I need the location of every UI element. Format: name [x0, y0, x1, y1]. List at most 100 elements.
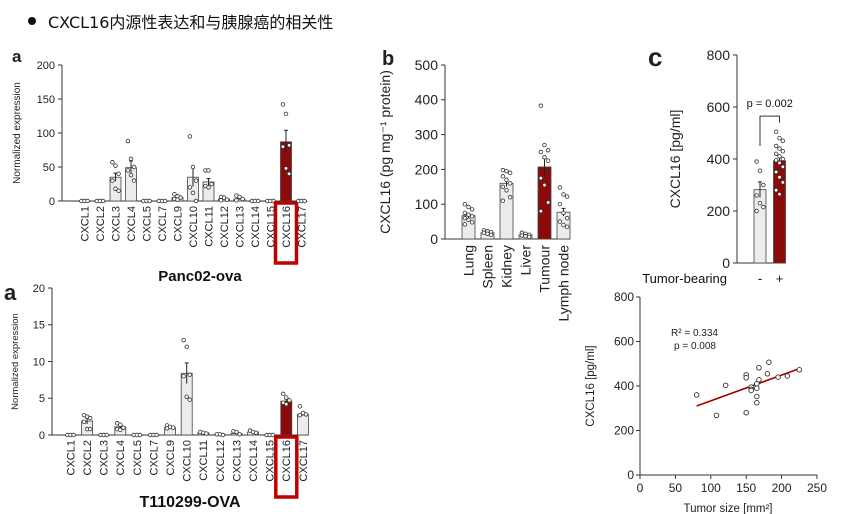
- a1-data-point: [283, 111, 289, 117]
- b-data-point: [488, 232, 494, 238]
- a2-data-point: [181, 374, 186, 379]
- b-data-point: [557, 201, 563, 207]
- b-y-tick-label: 400: [415, 92, 439, 108]
- c-data-point: [761, 204, 766, 210]
- a2-x-tick-label: CXCL13: [231, 440, 243, 482]
- b-data-point: [538, 208, 544, 214]
- a1-data-point: [175, 197, 180, 202]
- b-data-point: [462, 215, 468, 221]
- a2-y-tick-label: 0: [39, 430, 45, 442]
- a1-x-tick-label: CXCL7: [157, 206, 169, 241]
- scatter-point: [766, 359, 772, 365]
- c-data-point: [777, 191, 782, 197]
- c-significance-bracket: [759, 115, 780, 146]
- b-data-point: [462, 222, 468, 227]
- a2-x-tick-label: CXCL17: [298, 440, 310, 482]
- b-y-tick-label: 200: [415, 161, 439, 177]
- scatter-x-tick-label: 50: [669, 481, 683, 495]
- c-y-tick-label: 800: [707, 47, 731, 63]
- a2-data-point: [164, 426, 170, 431]
- c-data-point: [777, 146, 782, 151]
- a2-x-tick-label: CXCL14: [248, 440, 260, 482]
- a1-x-tick-label: CXCL11: [203, 206, 215, 247]
- a1-data-point: [128, 172, 134, 178]
- scatter-x-axis-label: Tumor size [mm²]: [683, 503, 772, 514]
- scatter-x-tick-label: 250: [807, 481, 827, 495]
- c-data-point: [761, 182, 766, 188]
- a1-data-point: [237, 194, 242, 200]
- a2-data-point: [71, 432, 76, 438]
- b-data-point: [507, 181, 513, 186]
- a2-data-point: [297, 404, 303, 409]
- b-data-point: [523, 234, 528, 239]
- a2-data-point: [284, 395, 289, 400]
- a1-data-point: [224, 197, 230, 202]
- a2-data-point: [281, 391, 286, 397]
- c-data-point: [773, 169, 779, 175]
- a2-x-tick-label: CXCL4: [115, 440, 127, 475]
- c-y-axis-label: CXCL16 [pg/ml]: [667, 110, 683, 209]
- a2-data-point: [220, 432, 226, 438]
- a1-data-point: [286, 171, 292, 176]
- a2-data-point: [121, 425, 126, 430]
- c-data-point: [773, 158, 779, 163]
- scatter-point: [756, 377, 762, 383]
- c-data-point: [773, 151, 779, 156]
- b-data-point: [542, 155, 547, 160]
- c-data-point: [773, 129, 779, 134]
- a2-panel-letter: a: [4, 280, 17, 305]
- a1-data-point: [193, 198, 199, 204]
- a1-x-tick-label: CXCL2: [95, 206, 107, 241]
- b-data-point: [500, 198, 506, 203]
- scatter-x-tick-label: 150: [736, 481, 756, 495]
- a2-data-point: [284, 401, 289, 407]
- a2-data-point: [187, 372, 192, 377]
- a1-x-tick-label: CXCL13: [234, 206, 246, 248]
- c-y-tick-label: 600: [707, 99, 731, 115]
- a1-data-point: [280, 102, 286, 107]
- a1-data-point: [85, 198, 90, 204]
- a1-data-point: [113, 186, 118, 191]
- scatter-x-tick-label: 100: [701, 481, 721, 495]
- a1-data-point: [110, 160, 115, 165]
- scatter-y-tick-label: 400: [614, 379, 634, 393]
- a1-data-point: [116, 188, 121, 193]
- b-data-point: [542, 142, 547, 148]
- b-data-point: [469, 214, 475, 219]
- scatter-point: [754, 385, 760, 391]
- a1-x-tick-label: CXCL3: [110, 206, 122, 241]
- c-y-tick-label: 0: [722, 255, 730, 271]
- b-data-point: [504, 168, 509, 174]
- a2-x-tick-label: CXCL11: [198, 440, 210, 481]
- scatter-point: [756, 365, 762, 371]
- a2-data-point: [187, 397, 192, 402]
- scatter-point: [764, 371, 771, 377]
- b-panel-letter: b: [382, 48, 394, 70]
- bullet-icon: [28, 17, 36, 25]
- c-data-point: [780, 148, 786, 154]
- b-y-tick-label: 500: [415, 57, 439, 73]
- b-data-point: [507, 170, 513, 176]
- a2-y-tick-label: 15: [33, 320, 45, 332]
- a1-data-point: [190, 164, 196, 170]
- b-data-point: [481, 230, 487, 235]
- scatter-y-tick-label: 800: [614, 290, 634, 304]
- c-data-point: [754, 208, 759, 214]
- a1-data-point: [125, 138, 131, 144]
- a2-y-axis-label: Normalized expression: [10, 313, 21, 410]
- b-data-point: [564, 194, 570, 199]
- b-data-point: [507, 195, 513, 200]
- a1-data-point: [172, 191, 177, 197]
- scatter-point: [784, 373, 791, 379]
- a1-title: Panc02-ova: [158, 268, 242, 285]
- a2-x-tick-label: CXCL2: [82, 440, 94, 475]
- a1-data-point: [131, 178, 137, 183]
- c-data-point: [780, 180, 786, 185]
- b-data-point: [561, 210, 566, 216]
- a2-data-point: [204, 431, 209, 436]
- b-data-point: [557, 185, 563, 190]
- b-y-tick-label: 0: [430, 231, 438, 247]
- a1-y-tick-label: 200: [37, 60, 55, 72]
